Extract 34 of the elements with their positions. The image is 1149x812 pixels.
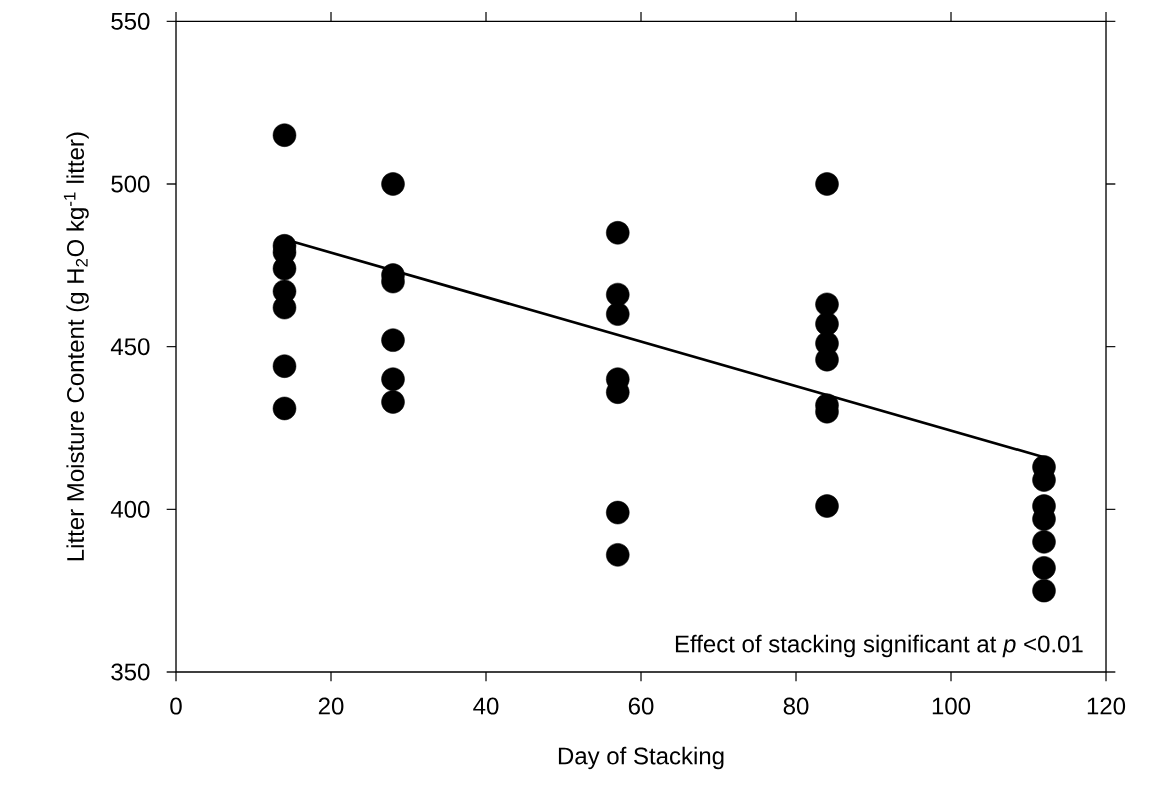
- point: [815, 494, 839, 518]
- x-tick-label: 120: [1087, 697, 1126, 715]
- annotation: Effect of stacking significant at p <0.01: [675, 634, 1083, 658]
- point: [606, 543, 630, 567]
- point: [1032, 556, 1056, 580]
- point: [606, 282, 630, 307]
- y-tick-label: 350: [111, 663, 150, 681]
- y-tick-label: 550: [111, 12, 150, 30]
- y-tick-label: 400: [110, 500, 150, 518]
- x-tick-label: 60: [628, 697, 654, 715]
- y-axis-title: Litter Moisture Content (g H$_{2}$O kg$^{-1}$ litter): [63, 132, 89, 561]
- x-tick-label: 80: [783, 697, 809, 715]
- point: [381, 328, 405, 352]
- point: [606, 221, 630, 245]
- x-tick-label: 40: [473, 697, 499, 715]
- x-tick-label: 20: [318, 697, 344, 715]
- point: [381, 172, 405, 196]
- point: [606, 500, 630, 525]
- point: [815, 292, 839, 317]
- point: [606, 302, 630, 326]
- x-axis-title: Day of Stacking: [558, 746, 724, 770]
- point: [272, 396, 297, 421]
- point: [381, 390, 405, 414]
- y-tick-label: 500: [111, 175, 150, 193]
- y-tick-label: 450: [110, 338, 150, 356]
- point: [1032, 578, 1056, 603]
- x-tick-label: 100: [932, 697, 971, 715]
- point: [815, 312, 839, 336]
- point: [381, 367, 405, 391]
- point: [1032, 530, 1056, 554]
- x-tick-label: 0: [170, 697, 182, 715]
- point: [272, 354, 297, 378]
- point: [815, 172, 839, 196]
- point: [272, 123, 297, 147]
